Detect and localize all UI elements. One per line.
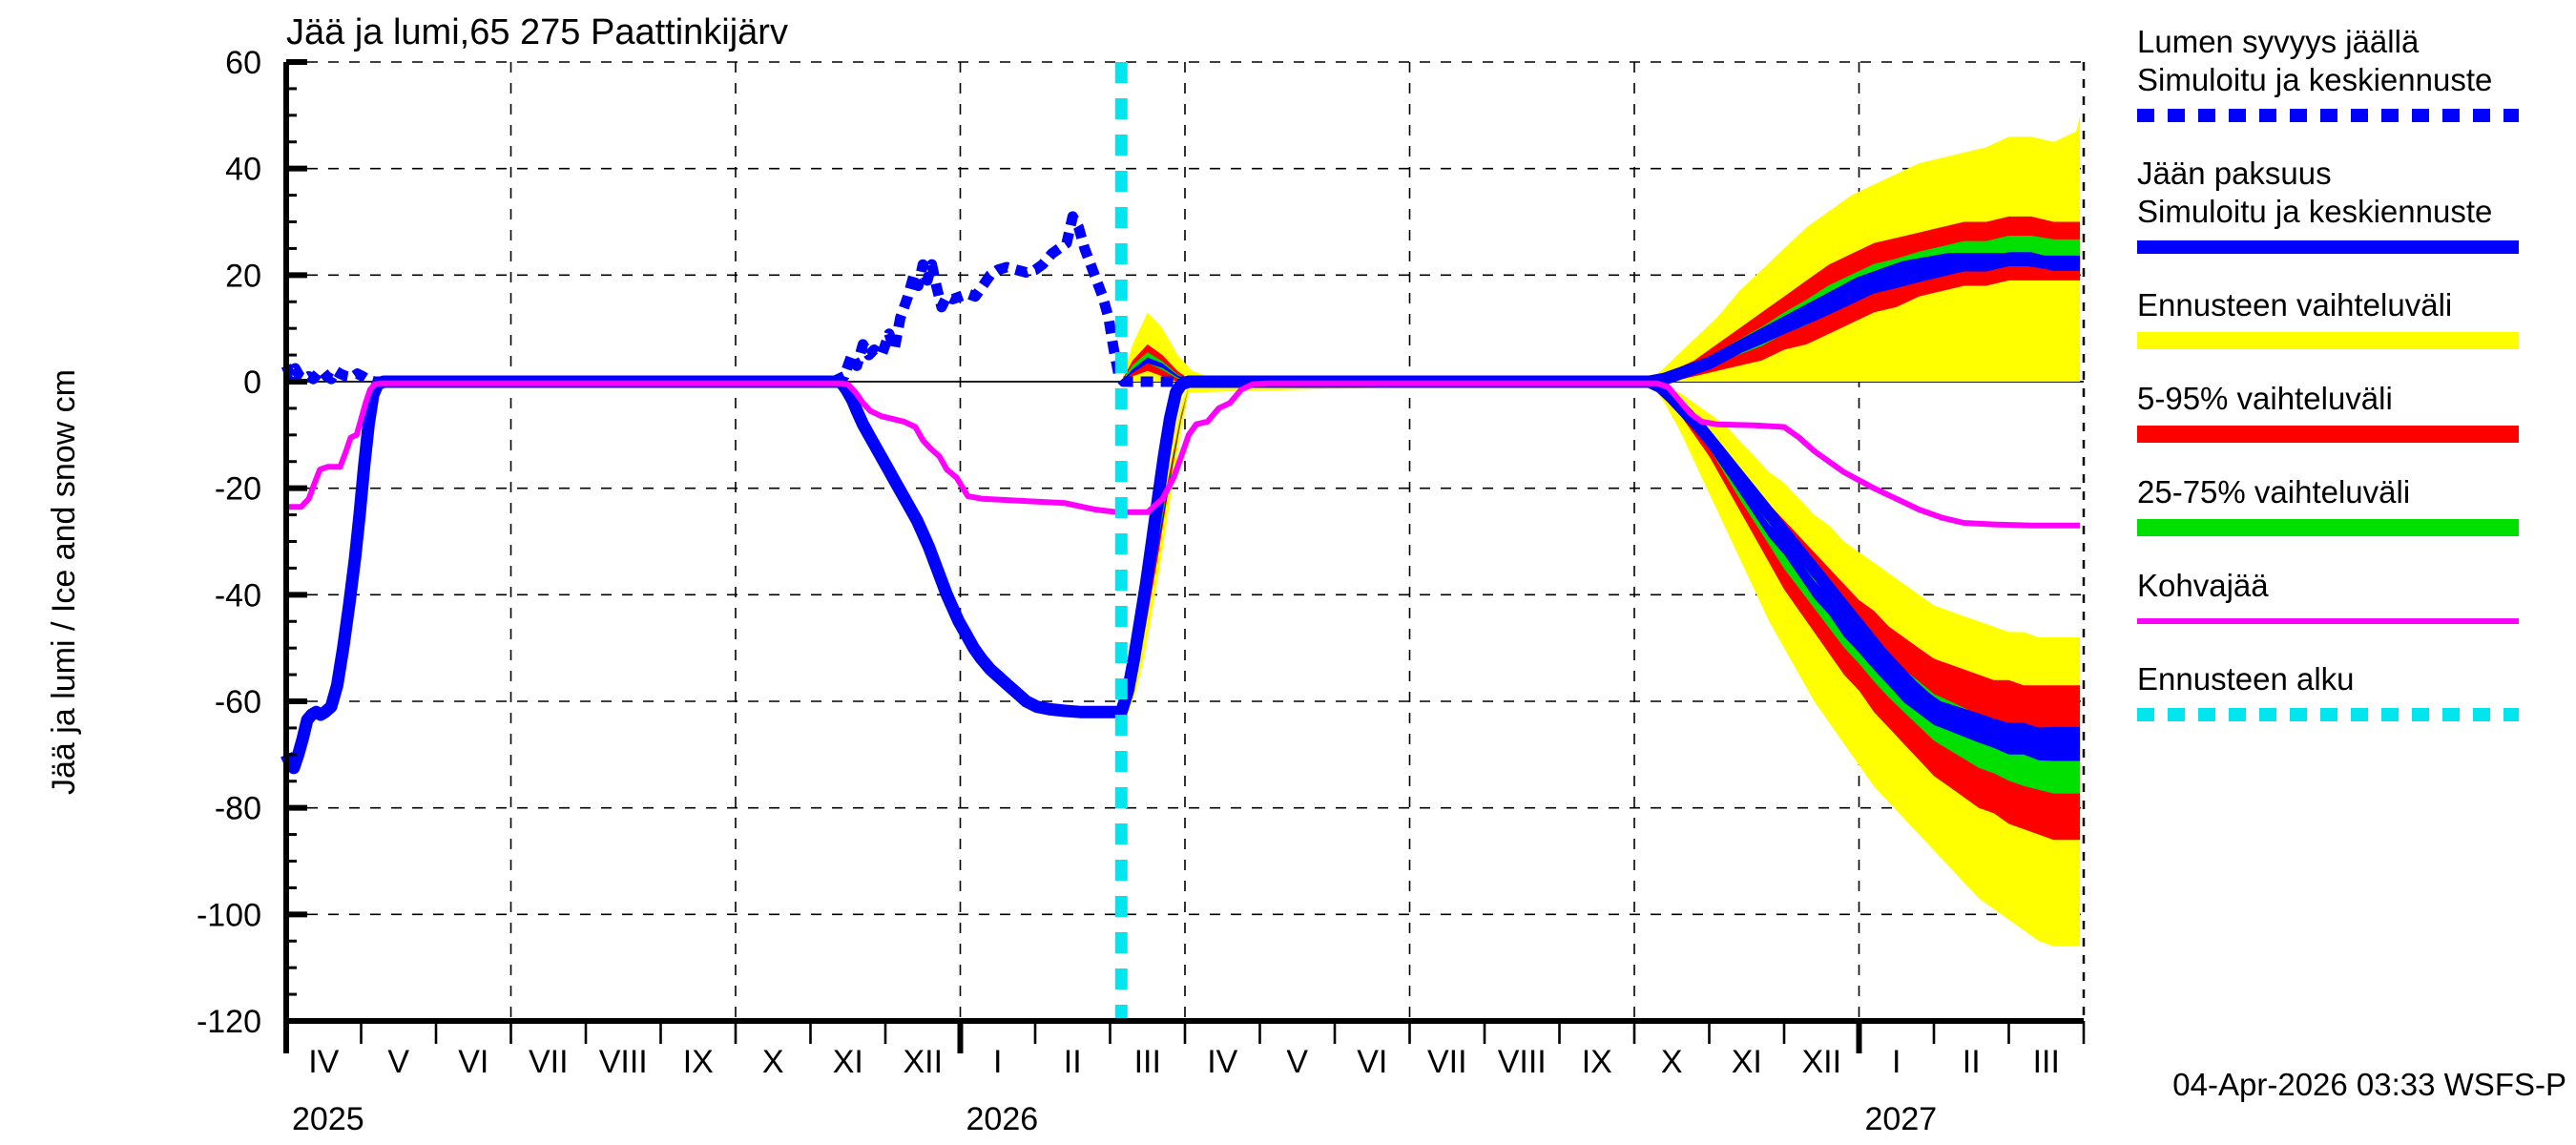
y-tick-label: -40 [215, 577, 261, 614]
x-tick-label-month: IX [1582, 1044, 1612, 1080]
series-snow_depth_on_ice [280, 211, 1185, 387]
x-tick-label-month: I [1892, 1044, 1901, 1080]
x-tick-label-month: X [1661, 1044, 1683, 1080]
y-tick-label: -60 [215, 684, 261, 720]
x-tick-label-month: VI [1357, 1044, 1387, 1080]
y-axis-label: Jää ja lumi / Ice and snow cm [46, 369, 82, 795]
x-tick-label-month: IV [1207, 1044, 1237, 1080]
x-axis-year-label: 2026 [966, 1101, 1039, 1137]
y-tick-label: 0 [243, 364, 261, 401]
x-tick-label-month: VII [1427, 1044, 1467, 1080]
x-tick-label-month: II [1963, 1044, 1981, 1080]
legend-label: Jään paksuus [2137, 156, 2332, 191]
series-snow_forecast_mean [1648, 253, 2081, 388]
y-tick-label: -120 [197, 1004, 261, 1040]
x-tick-label-month: VII [529, 1044, 569, 1080]
series-ice_thickness_sim_mean [280, 375, 2077, 775]
x-tick-label-month: V [387, 1044, 409, 1080]
x-tick-label-month: XI [833, 1044, 863, 1080]
x-tick-label-month: IV [308, 1044, 339, 1080]
snow-forecast-band-25-75 [1121, 236, 2081, 382]
y-tick-label: 40 [225, 152, 261, 188]
ice-forecast-band-median [1121, 382, 2081, 761]
series-slush_ice_kohvajaa [286, 380, 2081, 529]
legend-label: Lumen syvyys jäällä [2137, 24, 2420, 59]
y-tick-label: 60 [225, 45, 261, 81]
legend-label: Kohvajää [2137, 568, 2269, 603]
y-tick-label: -20 [215, 471, 261, 508]
y-tick-label: -80 [215, 791, 261, 827]
ice-forecast-band-25-75 [1121, 382, 2081, 794]
x-tick-label-month: XII [1801, 1044, 1841, 1080]
x-axis-year-label: 2025 [292, 1101, 364, 1137]
legend-label: Simuloitu ja keskiennuste [2137, 194, 2492, 229]
x-tick-label-month: XI [1732, 1044, 1762, 1080]
x-axis-year-label: 2027 [1865, 1101, 1938, 1137]
legend-label: Ennusteen vaihteluväli [2137, 287, 2452, 323]
y-tick-label: 20 [225, 258, 261, 294]
x-tick-label-month: VIII [1498, 1044, 1547, 1080]
x-tick-label-month: III [1134, 1044, 1161, 1080]
x-tick-label-month: IX [683, 1044, 714, 1080]
x-tick-label-month: III [2033, 1044, 2060, 1080]
x-tick-label-month: V [1286, 1044, 1308, 1080]
y-tick-label: -100 [197, 897, 261, 933]
x-tick-label-month: XII [903, 1044, 943, 1080]
x-tick-label-month: VIII [599, 1044, 648, 1080]
x-tick-label-month: VI [458, 1044, 488, 1080]
snow-forecast-band-5-95 [1121, 216, 2081, 382]
page-title: Jää ja lumi,65 275 Paattinkijärv [286, 12, 788, 52]
legend-label: Ennusteen alku [2137, 661, 2355, 697]
footer-timestamp: 04-Apr-2026 03:33 WSFS-P [2172, 1067, 2566, 1102]
x-tick-label-month: I [993, 1044, 1002, 1080]
ice-forecast-band-5-95 [1121, 382, 2081, 841]
x-tick-label-month: II [1064, 1044, 1082, 1080]
x-tick-label-month: X [762, 1044, 784, 1080]
legend-label: 5-95% vaihteluväli [2137, 381, 2393, 416]
legend-label: 25-75% vaihteluväli [2137, 474, 2410, 510]
legend-label: Simuloitu ja keskiennuste [2137, 62, 2492, 97]
